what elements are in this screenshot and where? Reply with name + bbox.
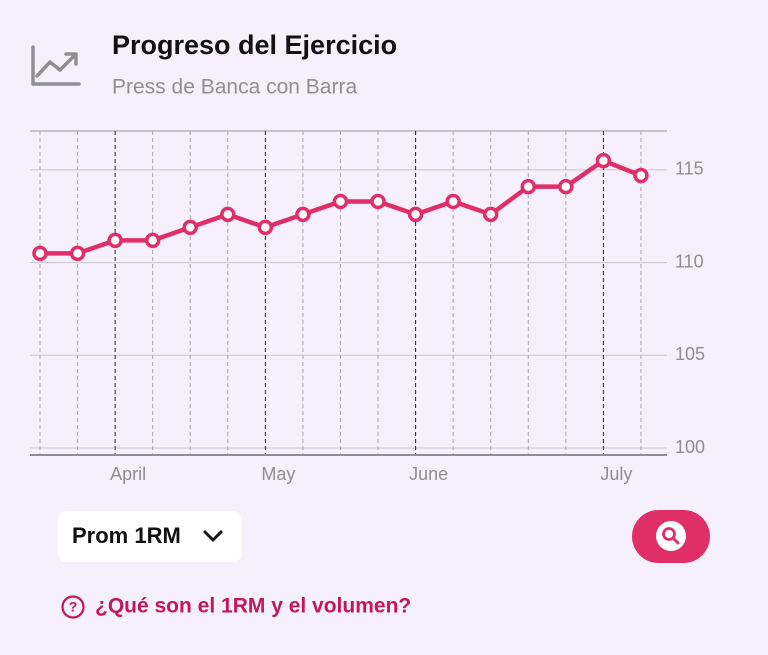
help-link[interactable]: ? ¿Qué son el 1RM y el volumen? xyxy=(61,595,412,619)
data-point xyxy=(332,193,349,210)
data-point xyxy=(107,232,123,249)
search-button[interactable] xyxy=(632,510,710,563)
data-point xyxy=(32,245,48,262)
data-point xyxy=(482,206,499,223)
search-icon-bg[interactable] xyxy=(656,521,686,551)
metric-button[interactable]: Prom 1RM xyxy=(58,511,242,562)
data-point xyxy=(520,178,537,195)
data-point xyxy=(595,152,612,169)
data-point xyxy=(182,219,198,236)
search-icon-handle[interactable] xyxy=(671,536,680,545)
data-point xyxy=(445,193,461,210)
data-point xyxy=(295,206,311,223)
data-point xyxy=(144,232,161,249)
search-icon[interactable] xyxy=(662,527,676,541)
x-tick-label: July xyxy=(600,464,632,484)
data-point xyxy=(69,245,86,262)
help-icon-mark[interactable]: ? xyxy=(69,599,78,615)
y-tick-label: 115 xyxy=(675,159,704,179)
data-point xyxy=(633,167,649,184)
help-link-text[interactable]: ¿Qué son el 1RM y el volumen? xyxy=(95,595,411,618)
subtitle: Press de Banca con Barra xyxy=(112,76,357,99)
data-point xyxy=(220,206,236,223)
y-tick-label: 105 xyxy=(675,344,705,364)
x-tick-label: April xyxy=(110,464,146,484)
title: Progreso del Ejercicio xyxy=(112,30,397,60)
help-icon[interactable] xyxy=(61,595,85,619)
chart: 100 105 110 115 April May June July xyxy=(30,130,705,484)
data-point xyxy=(407,206,424,223)
x-tick-label: June xyxy=(409,464,448,484)
metric-button-bg[interactable] xyxy=(58,511,242,562)
chart-icon xyxy=(31,45,81,86)
data-point xyxy=(558,178,574,195)
chevron-icon[interactable] xyxy=(203,530,223,542)
y-tick-label: 100 xyxy=(675,437,705,457)
y-tick-label: 110 xyxy=(675,251,704,271)
x-tick-label: May xyxy=(261,464,295,484)
data-point xyxy=(257,219,274,236)
metric-button-label[interactable]: Prom 1RM xyxy=(72,523,181,548)
data-point xyxy=(370,193,386,210)
